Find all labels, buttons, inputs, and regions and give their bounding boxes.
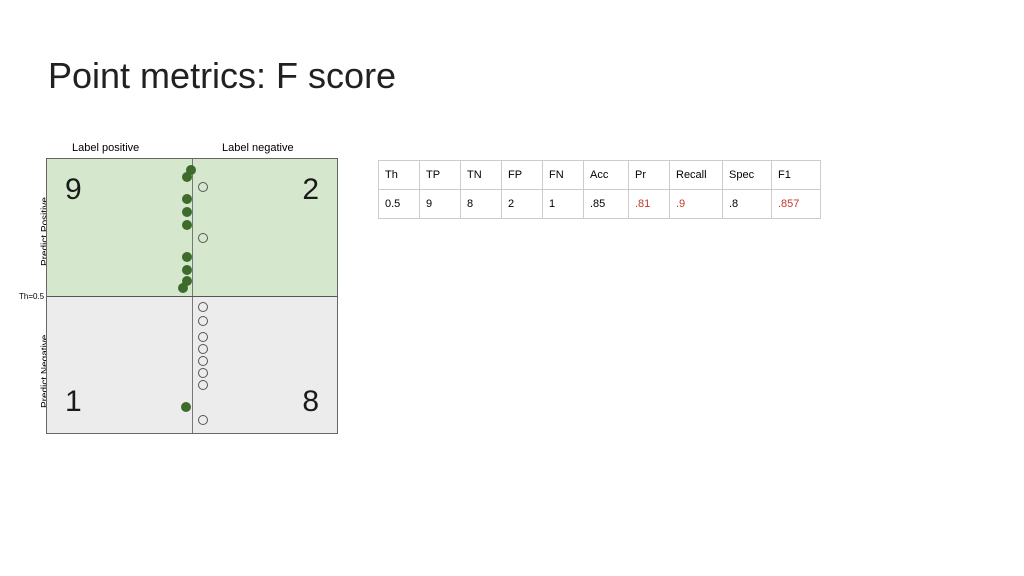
negative-dot-icon — [198, 368, 208, 378]
positive-dot-icon — [182, 207, 192, 217]
table-col-header: FP — [502, 161, 543, 190]
table-body: 0.59821.85.81.9.8.857 — [379, 190, 821, 219]
tp-count: 9 — [65, 173, 82, 207]
table-cell: 2 — [502, 190, 543, 219]
negative-dot-icon — [198, 316, 208, 326]
negative-dot-icon — [198, 380, 208, 390]
negative-dot-icon — [198, 233, 208, 243]
page-title: Point metrics: F score — [48, 55, 396, 97]
table-cell: .8 — [723, 190, 772, 219]
table-col-header: Recall — [670, 161, 723, 190]
threshold-line — [47, 296, 337, 297]
fp-count: 2 — [302, 173, 319, 207]
negative-dot-icon — [198, 182, 208, 192]
table-header-row: ThTPTNFPFNAccPrRecallSpecF1 — [379, 161, 821, 190]
confusion-matrix-diagram: 9 2 1 8 — [46, 158, 338, 434]
label-positive-header: Label positive — [72, 142, 139, 154]
table-row: 0.59821.85.81.9.8.857 — [379, 190, 821, 219]
table-cell: .857 — [772, 190, 821, 219]
table-col-header: TP — [420, 161, 461, 190]
table-cell: 0.5 — [379, 190, 420, 219]
table-cell: 1 — [543, 190, 584, 219]
slide-root: Point metrics: F score Label positive La… — [0, 0, 1024, 576]
positive-dot-icon — [178, 283, 188, 293]
label-negative-header: Label negative — [222, 142, 294, 154]
table-col-header: TN — [461, 161, 502, 190]
positive-dot-icon — [182, 265, 192, 275]
negative-dot-icon — [198, 356, 208, 366]
fn-count: 1 — [65, 385, 82, 419]
positive-dot-icon — [182, 172, 192, 182]
table-cell: .81 — [629, 190, 670, 219]
negative-dot-icon — [198, 344, 208, 354]
table-cell: .9 — [670, 190, 723, 219]
metrics-table: ThTPTNFPFNAccPrRecallSpecF1 0.59821.85.8… — [378, 160, 821, 219]
threshold-label: Th=0.5 — [19, 292, 44, 301]
table-cell: 9 — [420, 190, 461, 219]
positive-dot-icon — [181, 402, 191, 412]
table-col-header: Spec — [723, 161, 772, 190]
table-col-header: F1 — [772, 161, 821, 190]
table-col-header: Th — [379, 161, 420, 190]
table-cell: 8 — [461, 190, 502, 219]
positive-dot-icon — [182, 252, 192, 262]
table-col-header: Pr — [629, 161, 670, 190]
positive-dot-icon — [182, 194, 192, 204]
table-cell: .85 — [584, 190, 629, 219]
tn-count: 8 — [302, 385, 319, 419]
table-col-header: FN — [543, 161, 584, 190]
negative-dot-icon — [198, 332, 208, 342]
table-col-header: Acc — [584, 161, 629, 190]
negative-dot-icon — [198, 302, 208, 312]
positive-dot-icon — [182, 220, 192, 230]
negative-dot-icon — [198, 415, 208, 425]
